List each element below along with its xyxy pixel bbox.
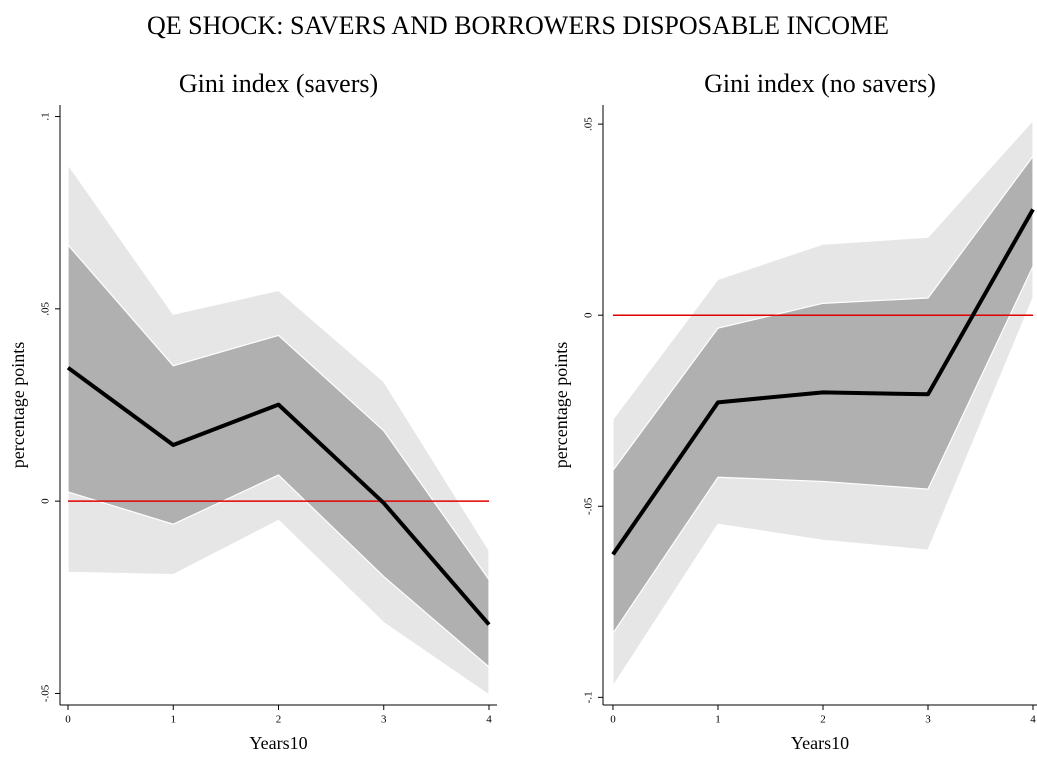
y-axis-label: percentage points — [8, 342, 28, 468]
y-tick-label: .1 — [40, 112, 52, 120]
x-tick-label: 1 — [170, 714, 176, 726]
y-tick-label: 0 — [40, 498, 52, 504]
page-title: QE SHOCK: SAVERS AND BORROWERS DISPOSABL… — [147, 11, 889, 40]
y-tick-label: -.05 — [40, 684, 52, 702]
x-axis-label: Years10 — [791, 733, 849, 753]
confidence-band — [67, 243, 490, 669]
y-tick-label: 0 — [583, 312, 595, 318]
y-tick-label: .05 — [583, 117, 595, 131]
chart-title: Gini index (savers) — [179, 69, 378, 98]
x-axis-label: Years10 — [249, 733, 307, 753]
x-tick-label: 1 — [715, 714, 721, 726]
chart-title: Gini index (no savers) — [704, 69, 936, 98]
y-tick-label: -.1 — [583, 691, 595, 703]
confidence-band — [612, 154, 1034, 636]
x-tick-label: 0 — [65, 714, 71, 726]
y-axis-label: percentage points — [551, 342, 571, 468]
x-tick-label: 4 — [486, 714, 492, 726]
x-tick-label: 3 — [381, 714, 387, 726]
x-tick-label: 2 — [820, 714, 826, 726]
y-tick-label: -.05 — [583, 497, 595, 515]
irf-line — [611, 208, 1035, 556]
x-tick-label: 0 — [610, 714, 616, 726]
x-tick-label: 3 — [925, 714, 931, 726]
irf-line — [66, 366, 491, 626]
y-tick-label: .05 — [40, 301, 52, 315]
x-tick-label: 2 — [276, 714, 282, 726]
x-tick-label: 4 — [1030, 714, 1036, 726]
